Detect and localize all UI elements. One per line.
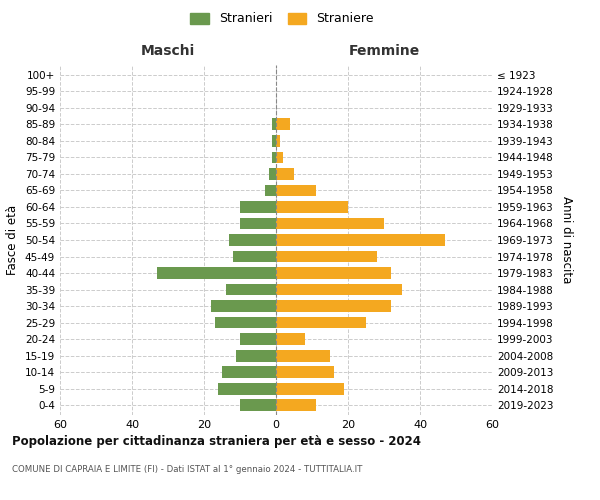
Bar xyxy=(272,135,276,147)
Text: Popolazione per cittadinanza straniera per età e sesso - 2024: Popolazione per cittadinanza straniera p… xyxy=(12,435,421,448)
Bar xyxy=(240,201,276,213)
Bar xyxy=(276,399,316,411)
Bar xyxy=(276,382,344,394)
Bar xyxy=(265,184,276,196)
Bar xyxy=(276,316,366,328)
Bar xyxy=(276,184,316,196)
Bar xyxy=(240,333,276,345)
Bar xyxy=(276,152,283,164)
Y-axis label: Anni di nascita: Anni di nascita xyxy=(560,196,573,284)
Bar xyxy=(226,284,276,296)
Bar xyxy=(218,382,276,394)
Legend: Stranieri, Straniere: Stranieri, Straniere xyxy=(187,8,377,29)
Text: COMUNE DI CAPRAIA E LIMITE (FI) - Dati ISTAT al 1° gennaio 2024 - TUTTITALIA.IT: COMUNE DI CAPRAIA E LIMITE (FI) - Dati I… xyxy=(12,465,362,474)
Bar xyxy=(272,152,276,164)
Bar xyxy=(276,267,391,279)
Bar xyxy=(269,168,276,180)
Bar xyxy=(276,284,402,296)
Bar xyxy=(276,234,445,246)
Text: Femmine: Femmine xyxy=(349,44,419,58)
Bar xyxy=(276,250,377,262)
Bar xyxy=(229,234,276,246)
Bar xyxy=(276,350,330,362)
Bar xyxy=(222,366,276,378)
Bar xyxy=(240,218,276,230)
Bar xyxy=(276,300,391,312)
Bar xyxy=(276,333,305,345)
Bar xyxy=(240,399,276,411)
Bar xyxy=(276,118,290,130)
Bar xyxy=(272,118,276,130)
Bar xyxy=(276,366,334,378)
Text: Maschi: Maschi xyxy=(141,44,195,58)
Bar xyxy=(233,250,276,262)
Bar xyxy=(211,300,276,312)
Bar xyxy=(276,201,348,213)
Bar xyxy=(276,168,294,180)
Bar xyxy=(215,316,276,328)
Bar xyxy=(236,350,276,362)
Bar xyxy=(276,135,280,147)
Y-axis label: Fasce di età: Fasce di età xyxy=(7,205,19,275)
Bar xyxy=(276,218,384,230)
Bar xyxy=(157,267,276,279)
